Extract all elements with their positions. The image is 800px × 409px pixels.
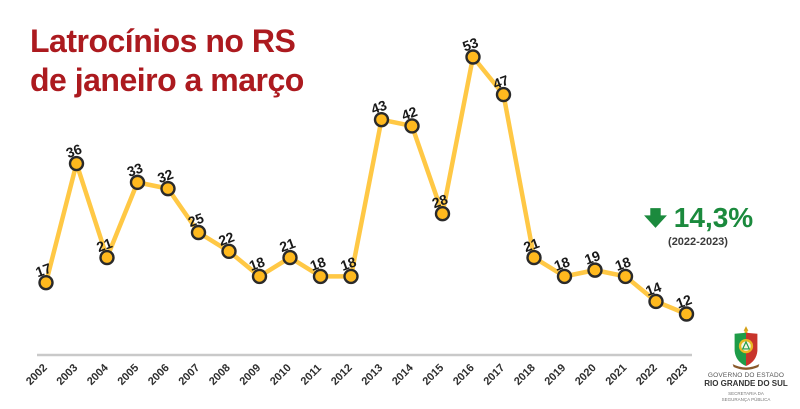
x-axis-tick-label: 2005 bbox=[115, 362, 141, 388]
data-point-marker bbox=[160, 180, 176, 197]
x-axis-tick-label: 2018 bbox=[512, 362, 538, 388]
data-point-label: 28 bbox=[430, 191, 450, 211]
data-point-label: 12 bbox=[674, 291, 694, 311]
x-axis-tick-label: 2008 bbox=[207, 362, 233, 388]
data-point-marker bbox=[648, 293, 664, 310]
data-point-marker bbox=[312, 268, 329, 285]
government-logo: GOVERNO DO ESTADO RIO GRANDE DO SUL SECR… bbox=[703, 326, 789, 402]
x-axis-tick-label: 2004 bbox=[85, 361, 111, 387]
data-point-marker bbox=[526, 249, 542, 266]
data-point-label: 18 bbox=[613, 253, 633, 273]
data-point-label: 22 bbox=[216, 228, 236, 248]
data-point-marker bbox=[617, 268, 634, 285]
data-point-label: 53 bbox=[460, 34, 480, 54]
data-point-marker bbox=[373, 111, 390, 128]
data-point-marker bbox=[251, 268, 268, 285]
x-axis-tick-label: 2006 bbox=[146, 362, 172, 388]
data-point-label: 18 bbox=[308, 253, 328, 273]
logo-text-governo: GOVERNO DO ESTADO bbox=[707, 372, 785, 379]
variation-annotation: 14,3% (2022-2023) bbox=[613, 203, 783, 248]
data-line bbox=[43, 54, 689, 317]
logo-text-rio-grande: RIO GRANDE DO SUL bbox=[704, 379, 788, 388]
variation-period: (2022-2023) bbox=[668, 236, 728, 248]
data-point-marker bbox=[190, 224, 207, 241]
x-axis-tick-label: 2013 bbox=[359, 362, 385, 388]
data-point-label: 21 bbox=[94, 235, 114, 255]
x-axis-tick-label: 2009 bbox=[237, 362, 263, 388]
data-point-label: 25 bbox=[186, 210, 206, 230]
data-point-marker bbox=[434, 206, 451, 222]
logo-text-secretaria: SECRETARIA DA bbox=[728, 391, 764, 396]
data-point-label: 18 bbox=[247, 253, 267, 273]
x-axis-tick-label: 2002 bbox=[24, 362, 50, 388]
data-point-label: 14 bbox=[643, 279, 663, 299]
variation-main: 14,3% bbox=[613, 203, 783, 233]
arrow-down-icon bbox=[643, 207, 667, 228]
x-axis-tick-label: 2020 bbox=[573, 362, 599, 388]
data-point-label: 36 bbox=[64, 141, 84, 161]
x-axis-tick-label: 2017 bbox=[481, 362, 507, 388]
rs-coat-of-arms-icon bbox=[732, 326, 760, 370]
data-point-label: 33 bbox=[125, 159, 145, 179]
data-point-label: 42 bbox=[399, 103, 419, 123]
chart-title-line2: de janeiro a março bbox=[30, 62, 304, 98]
data-point-label: 43 bbox=[369, 97, 389, 117]
data-point-marker bbox=[68, 155, 85, 172]
data-point-marker bbox=[38, 274, 54, 291]
data-point-marker bbox=[343, 268, 359, 285]
data-point-marker bbox=[99, 249, 115, 266]
chart-title-line1: Latrocínios no RS bbox=[30, 23, 296, 59]
data-point-label: 18 bbox=[338, 253, 358, 273]
data-point-label: 21 bbox=[277, 235, 297, 255]
data-point-marker bbox=[587, 262, 603, 278]
logo-text-seguranca: SEGURANÇA PÚBLICA bbox=[721, 396, 771, 402]
x-axis-tick-label: 2010 bbox=[268, 362, 294, 388]
data-point-marker bbox=[129, 174, 146, 191]
data-point-label: 19 bbox=[582, 247, 602, 267]
data-point-label: 17 bbox=[33, 260, 53, 280]
x-axis-tick-label: 2012 bbox=[329, 362, 355, 388]
data-point-label: 32 bbox=[155, 166, 175, 186]
x-axis-tick-label: 2014 bbox=[390, 361, 416, 387]
x-axis-tick-label: 2011 bbox=[299, 362, 324, 387]
data-point-marker bbox=[495, 86, 512, 103]
chart-title: Latrocínios no RS de janeiro a março bbox=[30, 22, 304, 100]
data-point-marker bbox=[282, 249, 298, 266]
data-point-marker bbox=[678, 306, 695, 322]
x-axis-tick-label: 2003 bbox=[54, 362, 80, 388]
data-point-label: 21 bbox=[521, 235, 541, 255]
x-axis-tick-label: 2015 bbox=[420, 362, 446, 388]
x-axis-tick-label: 2023 bbox=[664, 362, 690, 388]
data-point-marker bbox=[465, 49, 481, 65]
x-axis-tick-label: 2021 bbox=[603, 362, 629, 388]
data-point-marker bbox=[221, 243, 237, 260]
data-point-marker bbox=[404, 118, 420, 134]
x-axis-tick-label: 2007 bbox=[176, 362, 202, 388]
variation-value: 14,3% bbox=[673, 202, 754, 233]
x-axis-tick-label: 2022 bbox=[634, 362, 660, 388]
x-axis-tick-label: 2019 bbox=[542, 362, 568, 388]
data-point-label: 18 bbox=[552, 253, 572, 273]
x-axis-tick-label: 2016 bbox=[451, 362, 477, 388]
data-point-marker bbox=[556, 268, 573, 285]
data-point-label: 47 bbox=[491, 72, 511, 92]
